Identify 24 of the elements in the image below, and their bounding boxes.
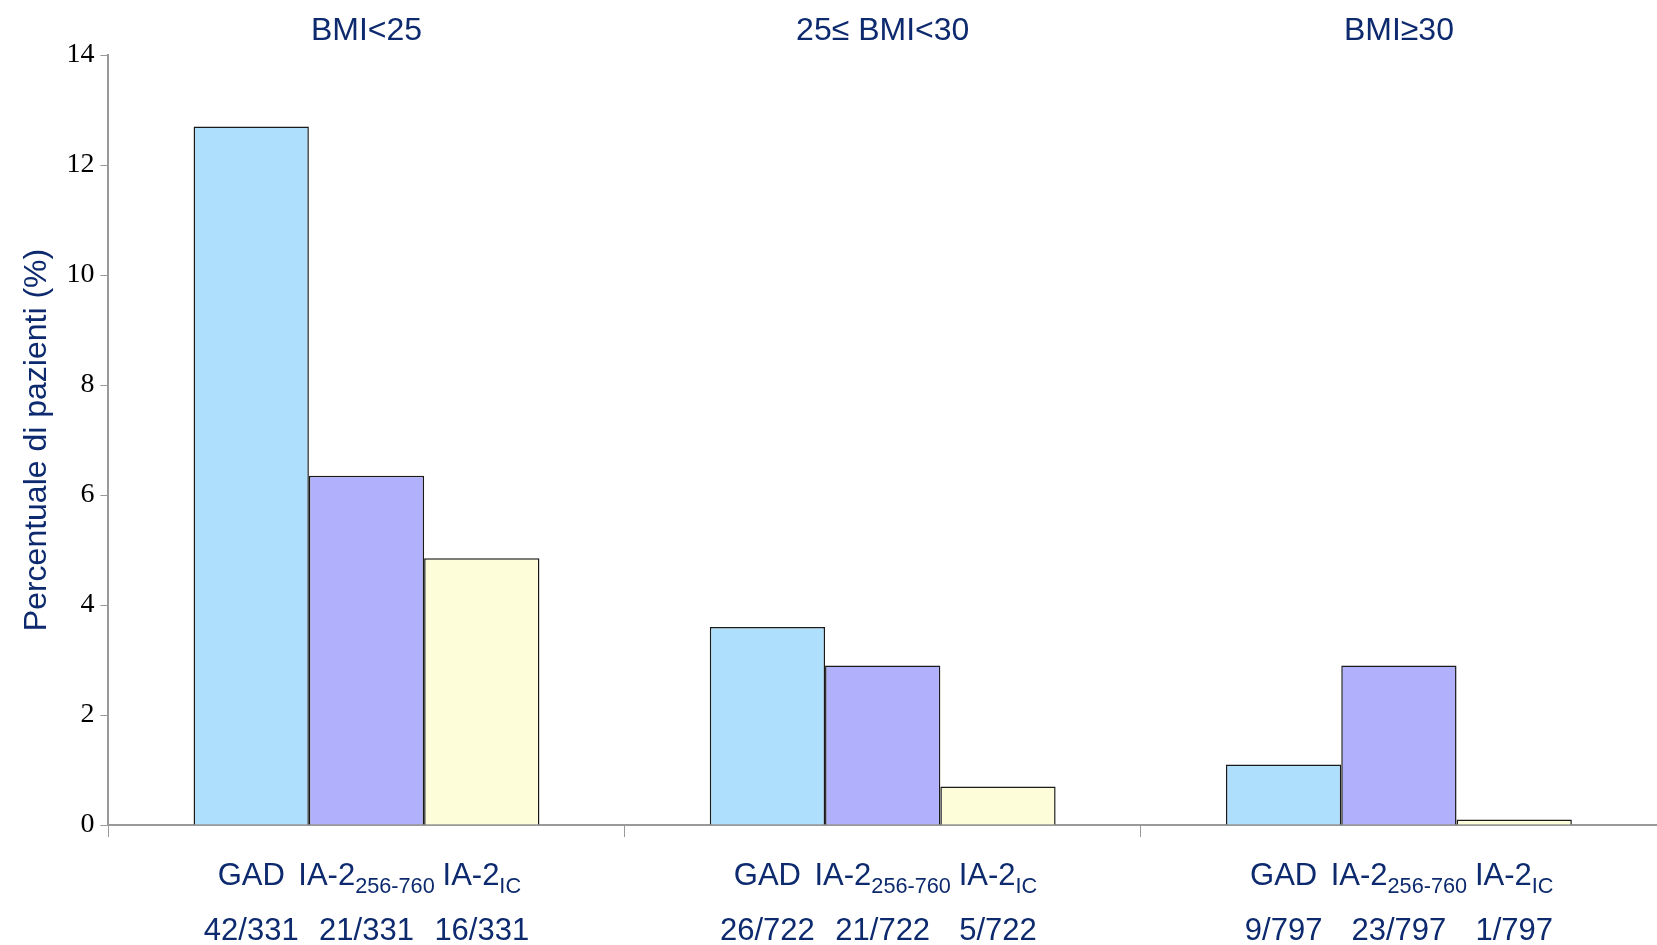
data-label: 16/331 <box>434 912 530 945</box>
data-label: 23/797 <box>1351 912 1447 945</box>
text: GAD <box>1250 857 1318 892</box>
data-label: 5/722 <box>959 912 1037 945</box>
y-tick-label: 12 <box>66 147 95 179</box>
y-tick-label: 10 <box>66 257 95 289</box>
data-label: 9/797 <box>1244 912 1323 945</box>
y-tick-label: 8 <box>80 367 95 399</box>
x-tick-label: BMI≥30 <box>1343 11 1454 47</box>
data-label: 21/331 <box>319 912 414 945</box>
y-tick-label: 4 <box>80 587 95 619</box>
data-label: 21/722 <box>835 912 931 945</box>
data-label: 1/797 <box>1475 912 1553 945</box>
text: GAD <box>733 857 802 892</box>
y-tick-label: 2 <box>80 697 95 729</box>
y-axis-title: Percentuale di pazienti (%) <box>17 248 54 632</box>
data-label: 42/331 <box>203 912 299 945</box>
data-label: 26/722 <box>720 912 815 945</box>
x-tick-label: BMI<25 <box>310 11 423 47</box>
series-label: GAD <box>217 857 285 892</box>
y-tick-label: 0 <box>80 807 95 839</box>
y-tick-label: 6 <box>80 477 95 509</box>
y-tick-label: 14 <box>66 37 95 69</box>
x-tick-label: 25≤ BMI<30 <box>796 11 970 47</box>
